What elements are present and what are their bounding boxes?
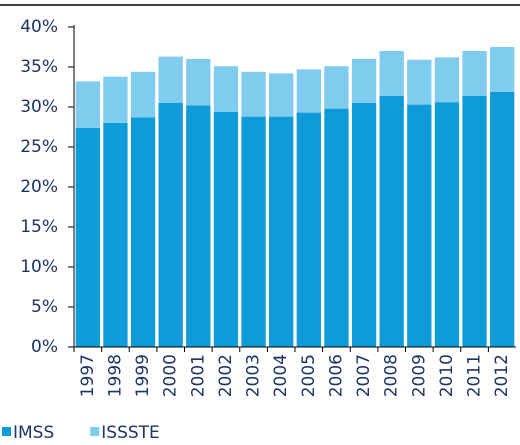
bar-segment [186,59,211,106]
bar-segment [407,59,432,105]
bar-segment [379,51,404,96]
bar-segment [130,117,156,348]
y-tick-label: 0% [31,337,58,357]
x-tick-label: 2002 [216,354,236,397]
bar-segment [269,73,294,117]
bar-segment [434,102,460,347]
y-tick-label: 35% [20,57,58,77]
y-tick-label: 5% [31,297,58,317]
bar-segment [241,71,266,117]
x-tick-label: 2005 [299,354,319,397]
bar-segment [213,111,239,347]
bar-segment [462,95,487,347]
y-tick-label: 10% [20,257,58,277]
y-tick-label: 25% [20,137,58,157]
bar-segment [241,116,266,347]
bar-segment [296,112,321,347]
bar-segment [130,71,156,118]
x-tick-label: 2011 [465,354,485,397]
y-tick-label: 15% [20,217,58,237]
legend-label: IMSS [13,423,54,443]
bar-segment [324,66,349,109]
y-tick-label: 20% [20,177,58,197]
y-tick-label: 30% [20,97,58,117]
x-tick-label: 2008 [382,354,402,397]
x-tick-label: 2001 [188,354,208,397]
bar-segment [158,56,183,103]
x-tick-label: 2006 [326,354,346,397]
bar-segment [379,95,404,347]
x-tick-label: 2004 [271,354,291,397]
y-tick-label: 40% [20,17,58,37]
x-tick-label: 2000 [161,354,181,397]
bar-segment [213,66,239,112]
bar-segment [269,116,294,347]
x-tick-label: 2007 [354,354,374,397]
bar-segment [75,81,100,128]
bar-segment [324,108,349,347]
legend-swatch [2,427,11,436]
legend-label: ISSSTE [101,423,160,443]
bar-segment [296,69,321,113]
bar-segment [434,57,460,103]
x-tick-label: 2010 [437,354,457,397]
x-tick-label: 2003 [244,354,264,397]
bar-segment [407,104,432,347]
bar-segment [103,76,128,123]
x-tick-label: 1997 [78,354,98,397]
bar-segment [186,105,211,348]
x-tick-label: 1998 [105,354,125,397]
bar-segment [490,47,515,92]
x-tick-label: 1999 [133,354,153,397]
bar-segment [103,123,128,347]
bar-segment [462,51,487,96]
bar-segment [75,127,100,347]
x-tick-label: 2009 [409,354,429,397]
legend-swatch [90,427,100,436]
bar-segment [490,91,515,347]
bar-segment [158,103,183,347]
x-tick-label: 2012 [492,354,512,397]
bar-segment [351,103,377,347]
bar-segment [351,59,377,103]
